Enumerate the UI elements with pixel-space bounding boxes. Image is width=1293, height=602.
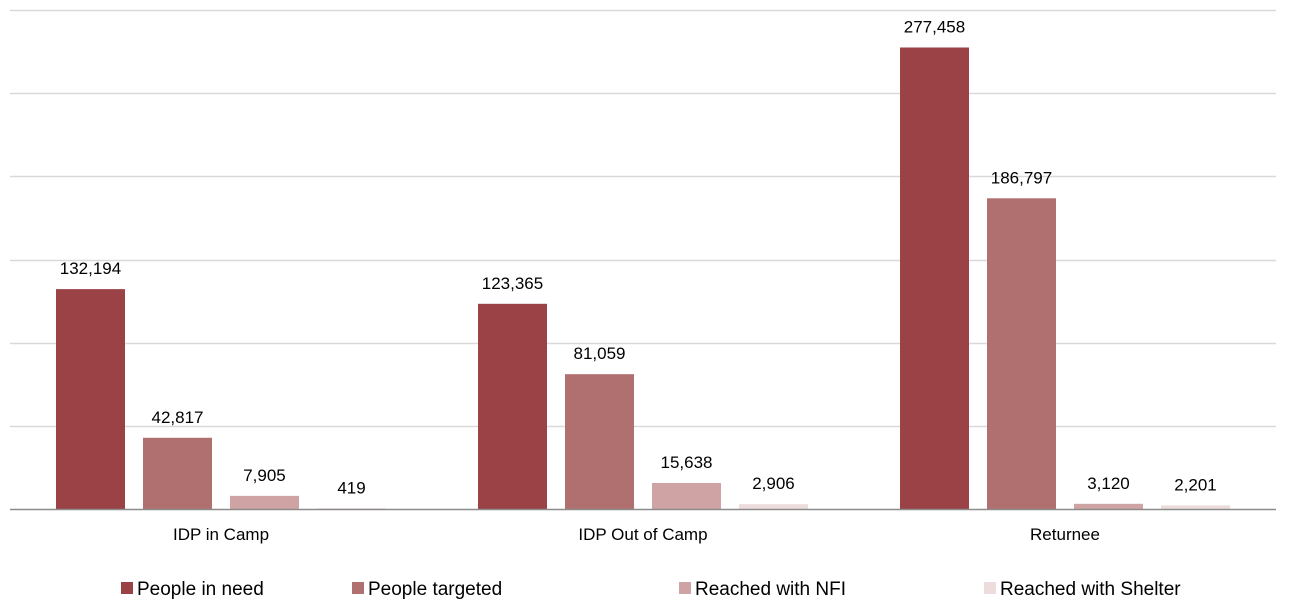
bar (230, 495, 299, 509)
data-label: 42,817 (152, 408, 204, 427)
x-tick-label: IDP Out of Camp (578, 525, 707, 544)
legend: People in need People targeted Reached wit… (121, 579, 1181, 600)
x-tick-label: Returnee (1030, 525, 1100, 544)
bar (1074, 503, 1143, 509)
data-label: 123,365 (482, 274, 543, 293)
legend-swatch (679, 582, 691, 594)
legend-label: People targeted (368, 579, 502, 600)
data-label: 277,458 (904, 17, 965, 36)
legend-label: Reached with Shelter (1000, 579, 1181, 600)
bar (478, 303, 547, 509)
x-tick-labels: IDP in Camp IDP Out of Camp Returnee (173, 525, 1100, 544)
data-label: 186,797 (991, 168, 1052, 187)
data-label: 132,194 (60, 259, 121, 278)
bars (56, 47, 1230, 510)
bar (652, 482, 721, 509)
gridlines (10, 9, 1276, 428)
bar (987, 198, 1056, 510)
bar (1161, 505, 1230, 509)
data-label: 81,059 (574, 344, 626, 363)
bar (565, 374, 634, 509)
data-label: 15,638 (661, 453, 713, 472)
data-label: 3,120 (1087, 474, 1130, 493)
bar (56, 289, 125, 509)
legend-swatch (121, 582, 133, 594)
bar (900, 47, 969, 509)
legend-label: Reached with NFI (695, 579, 846, 600)
legend-swatch (984, 582, 996, 594)
bar (739, 504, 808, 509)
data-label: 2,201 (1174, 475, 1217, 494)
data-labels: 132,194 42,817 7,905 419 123,365 81,059 15,638… (60, 17, 1217, 497)
data-label: 2,906 (752, 474, 795, 493)
data-label: 419 (337, 478, 365, 497)
legend-swatch (352, 582, 364, 594)
data-label: 7,905 (243, 466, 286, 485)
bar (143, 437, 212, 509)
bar (317, 508, 386, 509)
legend-label: People in need (137, 579, 264, 600)
x-tick-label: IDP in Camp (173, 525, 269, 544)
